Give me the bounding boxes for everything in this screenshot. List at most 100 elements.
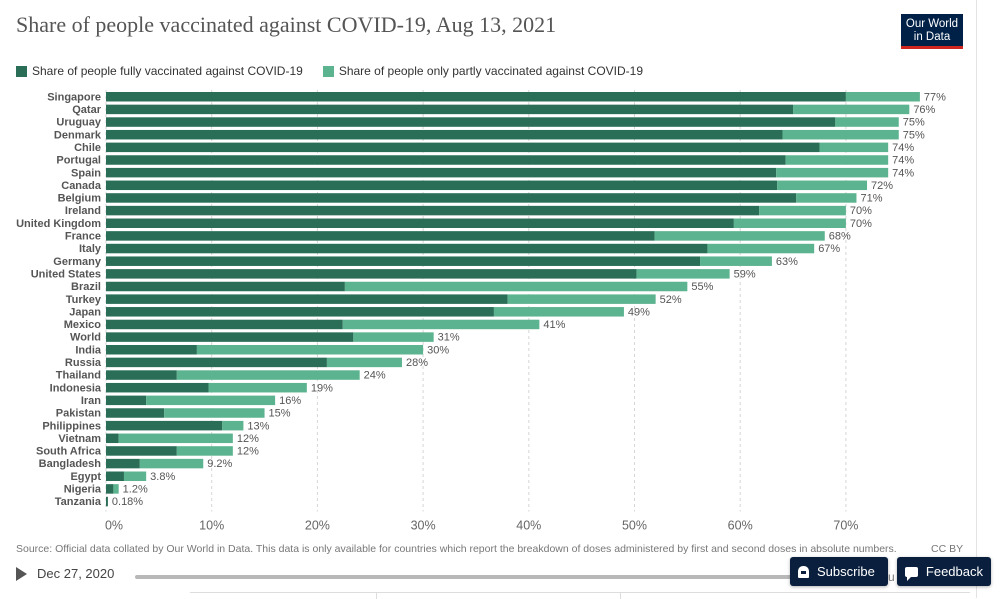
play-icon[interactable] (16, 567, 27, 581)
bar-partial (782, 129, 899, 140)
bar-full (106, 117, 836, 127)
chart-frame: Share of people vaccinated against COVID… (16, 0, 977, 599)
bar-full (106, 446, 177, 456)
total-label: 41% (543, 319, 565, 331)
category-label: World (70, 332, 101, 344)
total-label: 68% (829, 231, 851, 243)
source-note: Source: Official data collated by Our Wo… (16, 543, 897, 555)
bar-full (106, 294, 508, 304)
category-label: Tanzania (55, 496, 102, 508)
bar-full (106, 370, 177, 380)
category-label: Japan (69, 306, 101, 318)
x-tick-label: 70% (833, 518, 858, 532)
category-label: India (75, 344, 102, 356)
total-label: 70% (850, 205, 872, 217)
legend-swatch-partial (322, 65, 334, 77)
subscribe-label: Subscribe (817, 564, 875, 579)
category-label: Egypt (70, 471, 101, 483)
bar-partial (493, 307, 624, 317)
bar-partial (776, 167, 889, 178)
bar-full (106, 155, 786, 165)
bar-chart: 0% 10% 20% 30% 40% 50% 60% 70% Singapore 77% Qatar… (16, 90, 946, 532)
bar-partial (118, 433, 233, 444)
bar-full (106, 205, 760, 216)
category-label: Denmark (54, 129, 102, 141)
owid-logo[interactable]: Our World in Data (901, 14, 963, 49)
timeline-controls: Dec 27, 2020 (16, 566, 114, 581)
chat-icon (905, 566, 918, 581)
bar-partial (636, 269, 730, 279)
total-label: 12% (237, 433, 259, 445)
bar-partial (845, 92, 920, 102)
x-tick-label: 10% (199, 518, 224, 532)
timeline-start-date: Dec 27, 2020 (37, 566, 115, 581)
bar-full (106, 243, 708, 254)
bar-full (106, 458, 140, 469)
total-label: 52% (660, 294, 682, 306)
bar-partial (707, 243, 815, 254)
bar-partial (344, 281, 688, 292)
category-label: Canada (61, 180, 102, 192)
total-label: 76% (913, 104, 935, 116)
bar-partial (835, 117, 899, 127)
category-label: Thailand (56, 370, 101, 382)
license-link[interactable]: CC BY (931, 543, 964, 555)
total-label: 74% (892, 155, 914, 167)
category-label: Brazil (71, 281, 101, 293)
bar-partial (700, 256, 772, 266)
category-label: Philippines (42, 420, 101, 432)
total-label: 12% (237, 446, 259, 458)
bar-partial (123, 471, 147, 481)
bar-partial (176, 446, 233, 456)
total-label: 63% (776, 256, 798, 268)
bar-full (106, 433, 119, 444)
legend-item-partial[interactable]: Share of people only partly vaccinated a… (322, 64, 643, 78)
chart-title: Share of people vaccinated against COVID… (16, 12, 557, 37)
category-label: Singapore (47, 91, 101, 103)
x-tick-label: 30% (411, 518, 436, 532)
total-label: 3.8% (150, 471, 175, 483)
feedback-button[interactable]: Feedback (897, 557, 991, 586)
x-tick-label: 20% (305, 518, 330, 532)
total-label: 74% (892, 142, 914, 154)
x-tick-label: 0% (105, 518, 123, 532)
bar-full (106, 496, 108, 507)
total-label: 71% (860, 193, 882, 205)
logo-line-1: Our World (905, 18, 959, 30)
category-label: Bangladesh (39, 458, 102, 470)
category-label: United Kingdom (16, 218, 101, 230)
bar-full (106, 269, 637, 279)
bar-partial (222, 420, 244, 431)
total-label: 49% (628, 306, 650, 318)
category-label: United States (31, 268, 101, 280)
total-label: 75% (903, 129, 925, 141)
bar-full (106, 129, 783, 140)
legend-item-full[interactable]: Share of people fully vaccinated against… (16, 64, 303, 78)
category-label: Spain (71, 167, 101, 179)
legend-label-full: Share of people fully vaccinated against… (32, 64, 303, 78)
bar-full (106, 104, 794, 115)
bar-partial (793, 104, 910, 115)
bar-partial (113, 484, 119, 494)
category-label: South Africa (36, 446, 102, 458)
total-label: 67% (818, 243, 840, 255)
category-label: Russia (65, 357, 102, 369)
bar-full (106, 471, 124, 481)
category-label: Germany (53, 256, 102, 268)
total-label: 28% (406, 357, 428, 369)
bar-partial (777, 180, 868, 191)
bar-full (106, 256, 701, 266)
bar-partial (654, 231, 825, 241)
bar-partial (146, 395, 276, 406)
logo-line-2: in Data (913, 31, 951, 43)
bell-icon (798, 565, 809, 578)
category-label: Portugal (56, 155, 101, 167)
total-label: 19% (311, 382, 333, 394)
subscribe-button[interactable]: Subscribe (790, 557, 888, 586)
timeline-slider[interactable] (135, 575, 795, 579)
feedback-label: Feedback (925, 564, 983, 579)
bar-partial (759, 205, 846, 216)
total-label: 55% (691, 281, 713, 293)
total-label: 74% (892, 167, 914, 179)
bar-partial (208, 382, 307, 393)
